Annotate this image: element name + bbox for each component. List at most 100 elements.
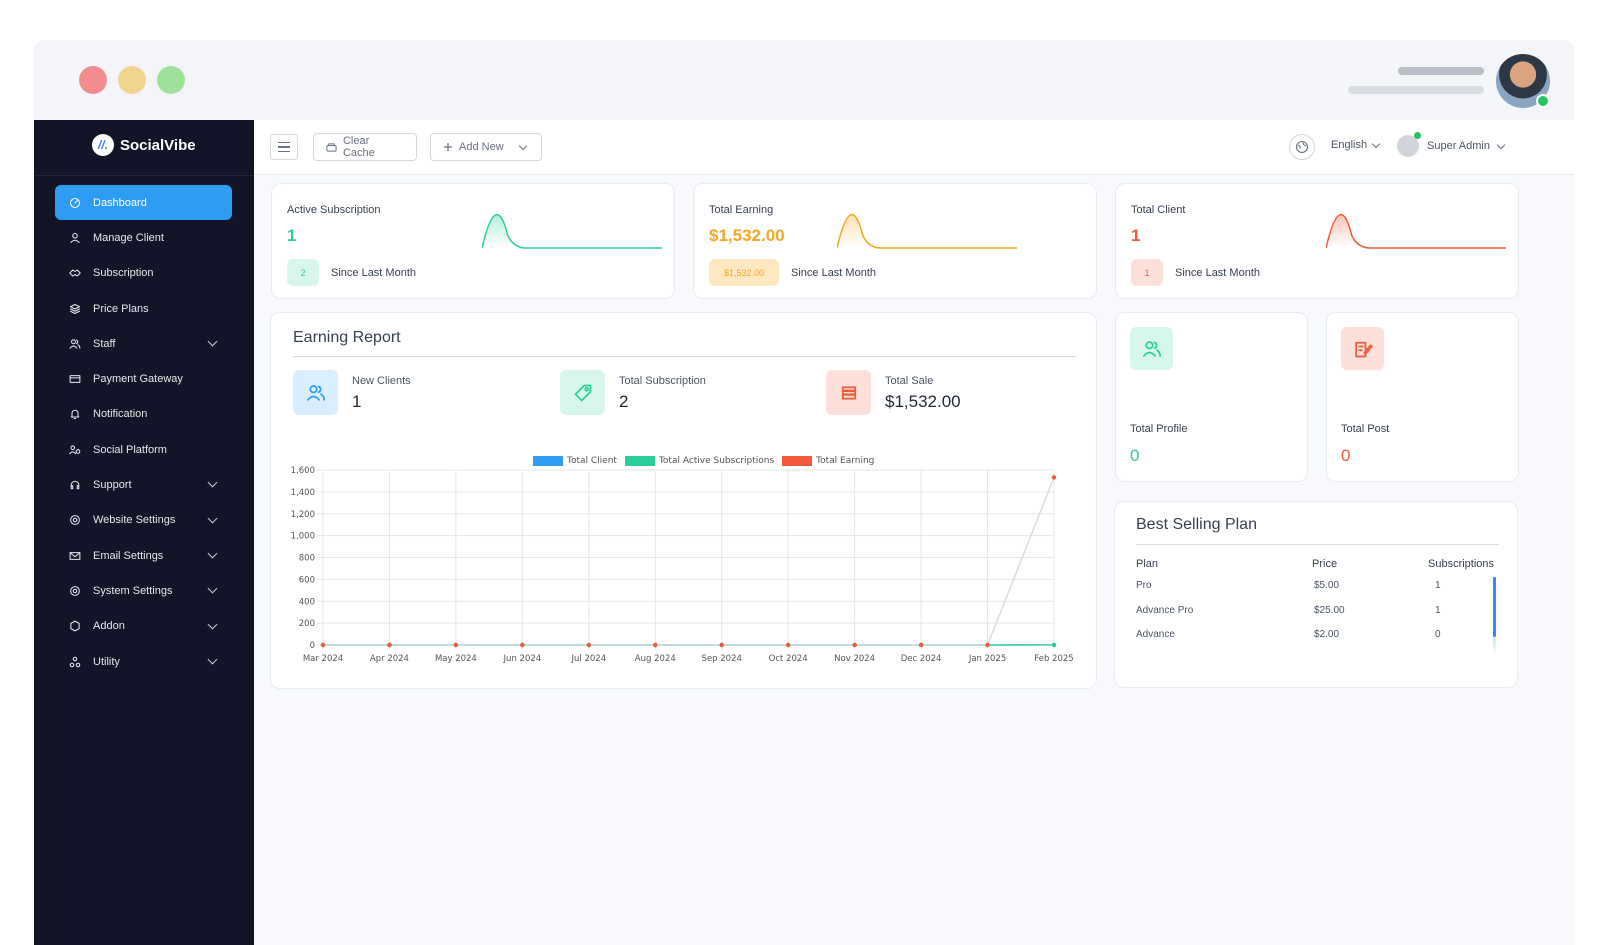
sidebar-item-system-settings[interactable]: System Settings (55, 573, 232, 608)
metric-value: 1 (352, 392, 362, 411)
sidebar-item-subscription[interactable]: Subscription (55, 256, 232, 291)
close-window-button[interactable] (79, 66, 107, 94)
legend-item[interactable]: Total Active Subscriptions (624, 456, 775, 466)
sidebar-item-dashboard[interactable]: Dashboard (55, 185, 232, 221)
mini-label: Total Profile (1130, 423, 1188, 435)
best-selling-divider (1136, 544, 1499, 545)
menu-toggle-button[interactable] (270, 134, 298, 160)
clear-cache-button[interactable]: Clear Cache (313, 133, 417, 161)
data-point[interactable] (653, 642, 658, 648)
stat-since-label: Since Last Month (331, 267, 416, 279)
data-point[interactable] (387, 642, 392, 648)
addon-icon (70, 620, 80, 632)
y-tick-label: 600 (299, 575, 315, 585)
best-selling-plan-card: Best Selling Plan Plan Price Subscriptio… (1114, 501, 1518, 688)
legend-item[interactable]: Total Earning (782, 456, 874, 466)
data-point[interactable] (719, 642, 724, 648)
chart-grid (317, 469, 1055, 650)
legend-swatch (782, 456, 813, 466)
legend-label: Total Client (567, 456, 617, 466)
y-tick-label: 400 (299, 597, 315, 607)
stat-badge: 2 (287, 259, 319, 286)
sidebar-item-manage-client[interactable]: Manage Client (55, 220, 232, 255)
data-point[interactable] (985, 642, 990, 648)
sidebar-item-label: Addon (93, 620, 125, 633)
sidebar-item-social-platform[interactable]: Social Platform (55, 432, 232, 467)
sidebar-item-price-plans[interactable]: Price Plans (55, 291, 232, 326)
stat-value: 1 (287, 226, 297, 245)
sidebar-item-support[interactable]: Support (55, 467, 232, 502)
brand-logo-icon: //. (92, 134, 114, 156)
edit-icon (1354, 341, 1373, 357)
add-new-button[interactable]: Add New (430, 133, 542, 161)
mini-value: 0 (1341, 446, 1351, 465)
data-point[interactable] (453, 642, 459, 648)
user-menu[interactable]: Super Admin (1397, 132, 1506, 157)
x-tick-label: Jul 2024 (571, 654, 607, 664)
mini-label: Total Post (1341, 423, 1390, 435)
clear-cache-label: Clear Cache (342, 135, 375, 159)
sparkline (1326, 214, 1506, 249)
table-scrollbar[interactable] (1493, 577, 1496, 637)
sidebar-item-website-settings[interactable]: Website Settings (55, 503, 232, 538)
chevron-down-icon (518, 141, 527, 150)
chevron-down-icon (207, 619, 218, 630)
data-point[interactable] (785, 642, 791, 648)
legend-item[interactable]: Total Client (533, 456, 617, 466)
coins-icon (841, 386, 856, 399)
y-tick-label: 0 (310, 641, 315, 651)
chevron-down-icon (207, 336, 218, 347)
x-tick-label: Jan 2025 (968, 654, 1006, 664)
minimize-window-button[interactable] (118, 66, 146, 94)
sparkline-line (837, 214, 1017, 249)
metric-icon-box (560, 370, 605, 415)
legend-label: Total Earning (816, 456, 875, 466)
chevron-down-icon (1496, 140, 1506, 149)
chart-legend: Total Client Total Active Subscriptions To… (533, 456, 874, 466)
metric-icon-box (826, 370, 871, 415)
maximize-window-button[interactable] (157, 66, 185, 94)
data-point[interactable] (586, 642, 592, 648)
metric-label: Total Subscription (619, 375, 706, 387)
stat-since-label: Since Last Month (1175, 267, 1260, 279)
stat-title: Total Client (1131, 204, 1186, 216)
mini-card-total-profile: Total Profile 0 (1115, 312, 1308, 482)
chevron-down-icon (207, 583, 218, 594)
data-point[interactable] (1051, 475, 1057, 480)
sidebar-item-email-settings[interactable]: Email Settings (55, 538, 232, 573)
sidebar-item-notification[interactable]: Notification (55, 397, 232, 432)
handshake-icon (69, 269, 81, 277)
subtitle-placeholder-line (1348, 86, 1484, 94)
plan-subscriptions: 0 (1435, 629, 1441, 640)
sidebar-nav: Dashboard Manage Client Subscription Price … (55, 185, 232, 679)
chevron-down-icon (1371, 139, 1381, 148)
legend-swatch (533, 456, 563, 466)
sparkline (837, 214, 1017, 249)
data-point[interactable] (852, 642, 857, 648)
legend-label: Total Active Subscriptions (658, 456, 775, 466)
brand[interactable]: //. SocialVibe (92, 134, 196, 156)
x-tick-label: Oct 2024 (769, 654, 808, 664)
stat-card: Total Earning $1,532.00 $1,532.00 Since Las… (693, 183, 1097, 299)
sidebar-item-label: Price Plans (93, 302, 149, 315)
data-point[interactable] (320, 642, 326, 648)
stat-value: $1,532.00 (709, 226, 785, 245)
sidebar-item-label: Support (93, 479, 132, 492)
sidebar-item-payment-gateway[interactable]: Payment Gateway (55, 361, 232, 396)
stat-title: Active Subscription (287, 204, 381, 216)
sidebar-item-label: System Settings (93, 584, 173, 597)
stat-badge: 1 (1131, 259, 1163, 286)
globe-button[interactable] (1289, 134, 1315, 160)
data-point[interactable] (1051, 642, 1057, 648)
sidebar-item-staff[interactable]: Staff (55, 326, 232, 361)
table-row: Advance $2.00 0 (1115, 629, 1515, 647)
language-selector[interactable]: English (1331, 139, 1381, 151)
y-tick-label: 1,600 (291, 466, 315, 476)
data-point[interactable] (520, 642, 525, 648)
sidebar-item-utility[interactable]: Utility (55, 644, 232, 679)
metric-total-subscription: Total Subscription 2 (560, 370, 800, 420)
mail-icon (69, 551, 81, 560)
utility-icon (69, 656, 81, 667)
sidebar-item-addon[interactable]: Addon (55, 609, 232, 644)
data-point[interactable] (918, 642, 924, 648)
